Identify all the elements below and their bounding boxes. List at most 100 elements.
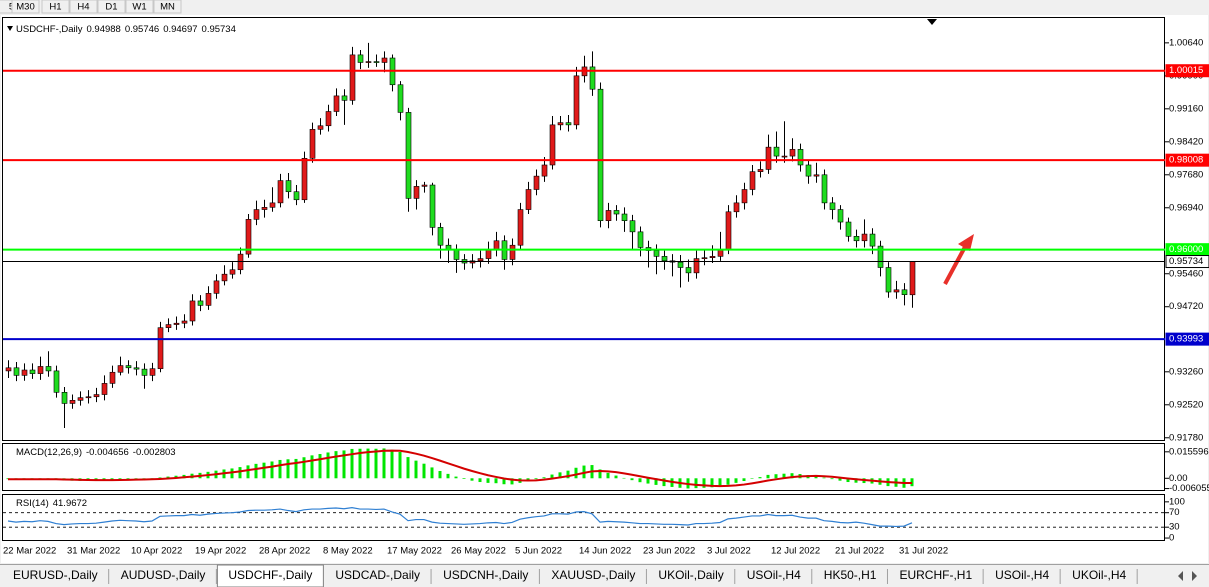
price-level-tag	[1165, 153, 1209, 167]
candle-body	[173, 322, 180, 325]
x-tick-label: 26 May 2022	[451, 546, 506, 557]
macd-bar	[486, 478, 490, 483]
tab[interactable]	[735, 567, 812, 586]
tab-label[interactable]: EURCHF-,H1	[899, 568, 972, 582]
macd-bar	[422, 463, 426, 479]
y-tick-label: 0.98420	[1169, 136, 1203, 147]
price-level-label: 0.98008	[1169, 155, 1203, 166]
tab-label[interactable]: EURUSD-,Daily	[13, 568, 98, 582]
tab[interactable]	[324, 567, 432, 586]
candle-body	[765, 146, 772, 170]
candle-body	[557, 122, 564, 126]
macd-bar	[606, 472, 610, 479]
indicator-header: RSI(14) 41.9672	[16, 498, 87, 509]
macd-bar	[558, 472, 562, 479]
macd-bar	[502, 478, 506, 485]
candle-body	[261, 207, 268, 210]
macd-bar	[758, 477, 762, 479]
tab[interactable]	[984, 567, 1061, 586]
timeframe-label[interactable]: M30	[16, 2, 34, 13]
x-tick-label: 5 Jun 2022	[515, 546, 562, 557]
macd-bar	[846, 478, 850, 483]
tab-label[interactable]: USOil-,H4	[995, 568, 1049, 582]
macd-signal	[8, 449, 913, 488]
macd-bar	[622, 477, 626, 479]
price-level-tag	[1165, 332, 1209, 346]
candle-body	[797, 149, 804, 166]
x-tick-label: 21 Jul 2022	[835, 546, 884, 557]
x-tick-label: 14 Jun 2022	[579, 546, 631, 557]
timeframe-label[interactable]: W1	[132, 2, 146, 13]
rsi-panel	[2, 494, 1165, 541]
header-part: 0.94988	[87, 24, 121, 35]
timeframe-label[interactable]: D1	[105, 2, 117, 13]
candle-body	[181, 320, 188, 324]
macd-bar	[358, 448, 362, 479]
candle-body	[853, 236, 860, 242]
tab-label[interactable]: USDCAD-,Daily	[335, 568, 420, 582]
candle-body	[845, 221, 852, 237]
macd-bar	[574, 467, 578, 479]
toolbar	[0, 0, 1209, 14]
x-tick-label: 22 Mar 2022	[3, 546, 56, 557]
y-tick-label: 0.99160	[1169, 103, 1203, 114]
macd-bar	[446, 473, 450, 479]
candle-body	[253, 209, 260, 220]
candle-body	[197, 300, 204, 306]
timeframe-button[interactable]	[11, 0, 40, 14]
macd-bar	[510, 478, 514, 485]
main-panel	[2, 17, 1165, 441]
tab-label[interactable]: HK50-,H1	[824, 568, 877, 582]
tab[interactable]	[1061, 567, 1138, 586]
timeframe-label[interactable]: MN	[160, 2, 175, 13]
price-level-label: 0.95734	[1169, 256, 1203, 267]
timeframe-label[interactable]: H1	[49, 2, 61, 13]
tab[interactable]	[109, 567, 217, 586]
candle-body	[701, 257, 708, 259]
tab-label[interactable]: UKOil-,Daily	[658, 568, 723, 582]
header-part: USDCHF-,Daily	[16, 24, 83, 35]
candle-body	[301, 157, 308, 201]
timeframe-button[interactable]	[97, 0, 126, 14]
candle-body	[93, 394, 100, 398]
x-tick-label: 19 Apr 2022	[195, 546, 246, 557]
candle-body	[309, 129, 316, 159]
tab-label[interactable]: USDCNH-,Daily	[443, 568, 528, 582]
candle-body	[293, 191, 300, 201]
tab[interactable]	[540, 567, 647, 586]
tab-label[interactable]: UKOil-,H4	[1072, 568, 1126, 582]
macd-bar	[390, 449, 394, 479]
tab-label[interactable]: XAUUSD-,Daily	[551, 568, 635, 582]
macd-bar	[542, 477, 546, 479]
tab-label[interactable]: USDCHF-,Daily	[228, 568, 312, 582]
tab[interactable]	[2, 567, 109, 586]
x-tick-label: 23 Jun 2022	[643, 546, 695, 557]
timeframe-label[interactable]: H4	[77, 2, 89, 13]
tab-scroll[interactable]	[1178, 571, 1197, 581]
tab[interactable]	[432, 567, 540, 586]
y-tick-label: 100	[1169, 496, 1185, 507]
candle-body	[325, 111, 332, 127]
candle-body	[821, 174, 828, 204]
tab[interactable]	[888, 567, 984, 586]
timeframe-button[interactable]	[41, 0, 70, 14]
candle-body	[205, 293, 212, 306]
macd-bar	[110, 478, 114, 480]
tab-active[interactable]	[216, 564, 324, 587]
macd-bar	[702, 478, 706, 488]
timeframe-button[interactable]	[153, 0, 182, 14]
macd-bar	[774, 474, 778, 479]
tab[interactable]	[647, 567, 735, 586]
y-tick-label: 0	[1169, 533, 1174, 544]
y-tick-label: -0.006055	[1169, 483, 1209, 494]
tab-label[interactable]: AUDUSD-,Daily	[121, 568, 206, 582]
candle-body	[661, 256, 668, 262]
candle-body	[221, 273, 228, 282]
timeframe-button[interactable]	[69, 0, 98, 14]
header-part: 0.95734	[202, 24, 236, 35]
macd-bar	[254, 463, 258, 479]
timeframe-button[interactable]	[125, 0, 154, 14]
tab[interactable]	[812, 567, 888, 586]
tab-label[interactable]: USOil-,H4	[747, 568, 801, 582]
macd-bar	[126, 478, 130, 480]
